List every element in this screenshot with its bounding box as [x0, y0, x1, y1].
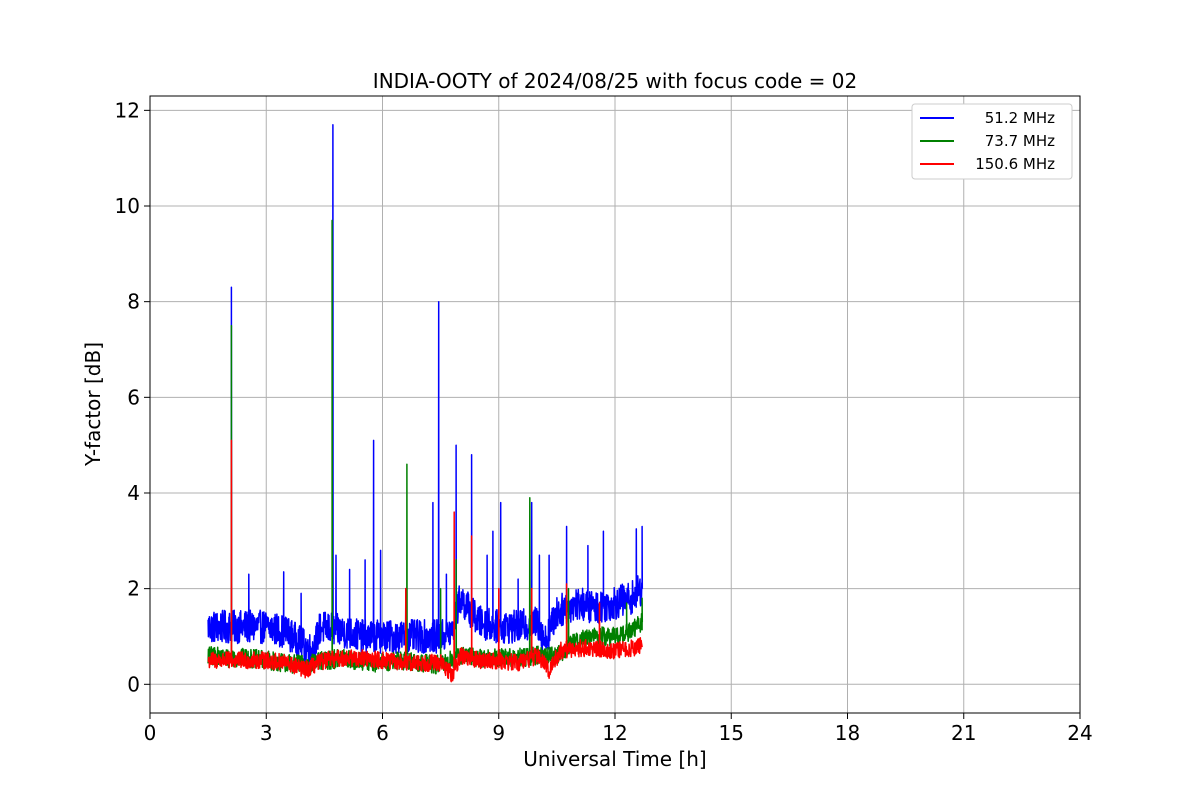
chart-title: INDIA-OOTY of 2024/08/25 with focus code… — [373, 69, 857, 93]
x-tick-label: 6 — [376, 721, 389, 745]
legend-label: 73.7 MHz — [985, 132, 1055, 150]
y-axis-label: Y-factor [dB] — [81, 342, 105, 467]
y-tick-label: 12 — [115, 98, 140, 122]
x-tick-label: 9 — [492, 721, 505, 745]
x-tick-label: 0 — [144, 721, 157, 745]
legend-label: 150.6 MHz — [975, 155, 1055, 173]
legend-label: 51.2 MHz — [985, 109, 1055, 127]
y-tick-label: 2 — [127, 577, 140, 601]
legend-box — [911, 103, 1073, 180]
y-tick-label: 8 — [127, 290, 140, 314]
series-line-150-6-mhz — [207, 439, 643, 683]
x-tick-label: 21 — [951, 721, 976, 745]
series-line-73-7-mhz — [207, 219, 644, 675]
x-tick-label: 18 — [835, 721, 860, 745]
y-tick-label: 0 — [127, 672, 140, 696]
y-tick-label: 4 — [127, 481, 140, 505]
y-tick-label: 10 — [115, 194, 140, 218]
legend: 51.2 MHz 73.7 MHz 150.6 MHz — [911, 103, 1073, 180]
x-tick-label: 15 — [719, 721, 744, 745]
x-tick-label: 12 — [602, 721, 627, 745]
x-tick-label: 3 — [260, 721, 273, 745]
y-tick-label: 6 — [127, 385, 140, 409]
grid — [149, 96, 1081, 713]
plot-area — [207, 123, 644, 683]
x-axis-label: Universal Time [h] — [523, 747, 706, 771]
x-tick-label: 24 — [1067, 721, 1092, 745]
